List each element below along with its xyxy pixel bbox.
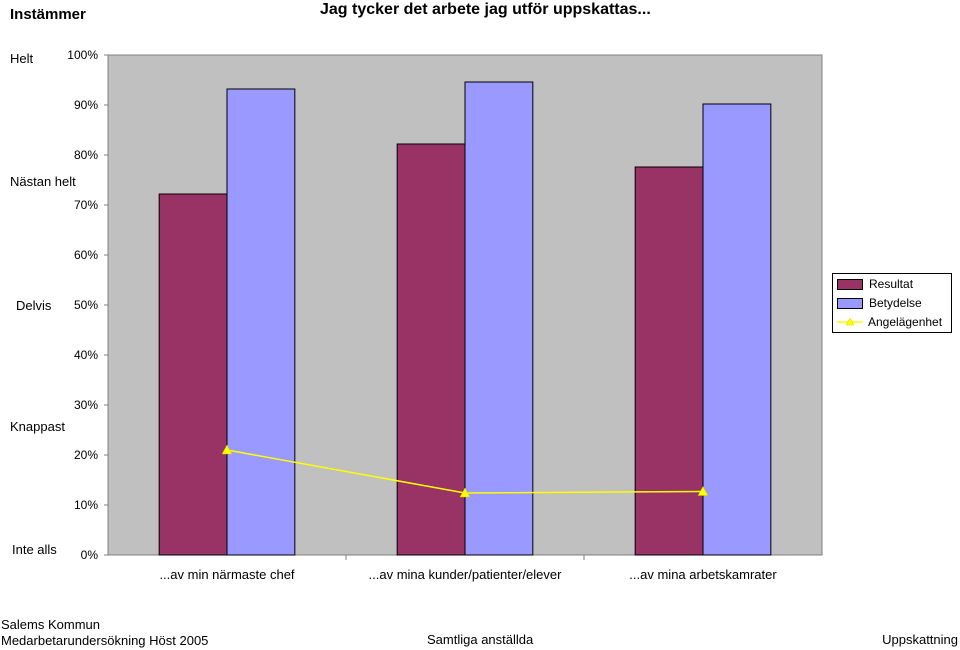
scale-label-inte-alls: Inte alls (12, 542, 57, 557)
legend-label-betydelse: Betydelse (869, 296, 922, 310)
corner-label: Instämmer (10, 6, 86, 23)
legend-item-betydelse: Betydelse (837, 295, 922, 311)
line-point-marker (697, 485, 709, 496)
y-tick-label: 30% (74, 398, 98, 412)
line-series (221, 444, 709, 498)
scale-label-helt: Helt (10, 51, 34, 66)
footer-section: Uppskattning (882, 632, 958, 647)
y-tick-label: 10% (74, 498, 98, 512)
footer-org: Salems Kommun (1, 617, 100, 632)
footer-survey: Medarbetarundersökning Höst 2005 (1, 633, 209, 648)
scale-label-nastan-helt: Nästan helt (10, 174, 76, 189)
x-category-label: ...av min närmaste chef (159, 567, 294, 582)
axis-labels: 0% 10% 20% 30% 40% 50% 60% 70% 80% 90% 100% ...av m… (67, 48, 777, 582)
legend-swatch-angelagenhet (837, 317, 863, 326)
legend-label-angelagenhet: Angelägenhet (868, 315, 943, 329)
y-tick-label: 20% (74, 448, 98, 462)
legend-swatch-betydelse (837, 297, 863, 309)
line-point-marker (459, 487, 471, 498)
scale-label-delvis: Delvis (16, 298, 52, 313)
y-tick-label: 40% (74, 348, 98, 362)
x-category-label: ...av mina kunder/patienter/elever (369, 567, 563, 582)
bar-betydelse (464, 81, 534, 556)
y-tick-label: 80% (74, 148, 98, 162)
y-tick-label: 70% (74, 198, 98, 212)
y-tick-label: 0% (81, 548, 99, 562)
scale-label-knappast: Knappast (10, 419, 65, 434)
bar-resultat (158, 193, 228, 556)
legend-item-angelagenhet: Angelägenhet (837, 314, 942, 330)
y-tick-label: 100% (67, 48, 98, 62)
legend-item-resultat: Resultat (837, 276, 913, 292)
bar-resultat (634, 166, 704, 556)
y-tick-label: 60% (74, 248, 98, 262)
bar-resultat (396, 143, 466, 556)
bar-betydelse (226, 88, 296, 556)
bars (158, 81, 772, 556)
legend-swatch-resultat (837, 278, 863, 290)
y-tick-label: 50% (74, 298, 98, 312)
x-category-label: ...av mina arbetskamrater (629, 567, 777, 582)
y-tick-label: 90% (74, 98, 98, 112)
bar-betydelse (702, 103, 772, 556)
legend: Resultat Betydelse Angelägenhet (832, 273, 952, 333)
line-point-marker (221, 444, 233, 455)
footer-group: Samtliga anställda (427, 632, 534, 647)
legend-label-resultat: Resultat (869, 277, 914, 291)
chart-title: Jag tycker det arbete jag utför uppskatt… (320, 1, 651, 18)
